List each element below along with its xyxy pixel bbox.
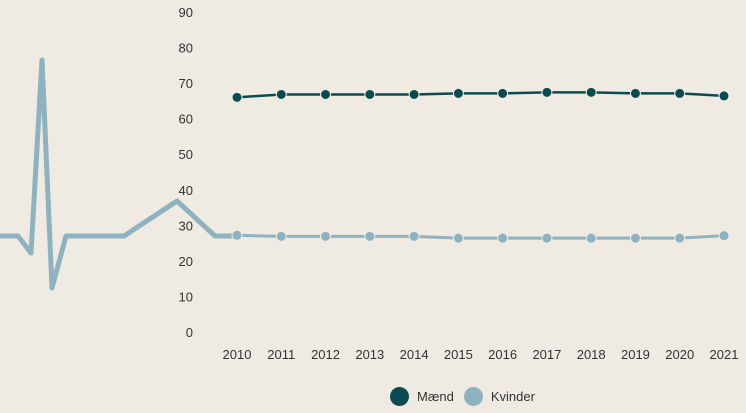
x-tick-label: 2020 [665, 347, 694, 362]
data-point[interactable] [452, 87, 464, 99]
x-tick-label: 2018 [577, 347, 606, 362]
y-tick-label: 70 [179, 76, 193, 91]
data-point[interactable] [585, 232, 597, 244]
y-tick-label: 20 [179, 254, 193, 269]
data-point[interactable] [718, 230, 730, 242]
y-tick-label: 10 [179, 289, 193, 304]
y-tick-label: 60 [179, 112, 193, 127]
series-line [236, 233, 725, 240]
data-point[interactable] [497, 87, 509, 99]
data-point[interactable] [408, 230, 420, 242]
data-point[interactable] [320, 88, 332, 100]
series-line [236, 91, 725, 99]
data-point[interactable] [629, 87, 641, 99]
data-point[interactable] [364, 88, 376, 100]
data-point[interactable] [497, 232, 509, 244]
legend-marker [390, 387, 409, 406]
legend-label: Kvinder [490, 389, 535, 404]
data-point[interactable] [718, 90, 730, 102]
data-point[interactable] [585, 86, 597, 98]
y-tick-label: 30 [179, 218, 193, 233]
legend-item-maend[interactable]: Mænd [390, 387, 454, 406]
series-kvinder [231, 229, 730, 244]
x-tick-label: 2013 [355, 347, 384, 362]
y-tick-label: 40 [179, 183, 193, 198]
data-point[interactable] [408, 88, 420, 100]
x-tick-label: 2010 [223, 347, 252, 362]
legend: Mænd Kvinder [390, 387, 545, 406]
data-point[interactable] [541, 86, 553, 98]
legend-item-kvinder[interactable]: Kvinder [463, 387, 535, 406]
data-point[interactable] [231, 229, 243, 241]
legend-label: Mænd [417, 389, 454, 404]
x-tick-label: 2019 [621, 347, 650, 362]
y-tick-label: 80 [179, 41, 193, 56]
x-tick-label: 2011 [267, 347, 295, 362]
decorative-pulse-line [0, 57, 236, 291]
data-point[interactable] [674, 87, 686, 99]
x-tick-label: 2012 [311, 347, 340, 362]
x-tick-label: 2016 [488, 347, 517, 362]
legend-marker [463, 387, 483, 406]
x-tick-label: 2021 [710, 347, 739, 362]
y-tick-label: 90 [179, 5, 193, 20]
data-point[interactable] [674, 232, 686, 244]
data-point[interactable] [275, 88, 287, 100]
data-point[interactable] [541, 232, 553, 244]
x-tick-label: 2015 [444, 347, 473, 362]
data-point[interactable] [629, 232, 641, 244]
series-maend [231, 86, 730, 103]
data-point[interactable] [231, 91, 243, 103]
data-point[interactable] [364, 230, 376, 242]
y-tick-label: 50 [179, 147, 193, 162]
x-tick-label: 2014 [400, 347, 429, 362]
data-point[interactable] [452, 232, 464, 244]
data-point[interactable] [320, 230, 332, 242]
x-tick-label: 2017 [532, 347, 561, 362]
data-point[interactable] [275, 230, 287, 242]
y-tick-label: 0 [186, 325, 193, 340]
